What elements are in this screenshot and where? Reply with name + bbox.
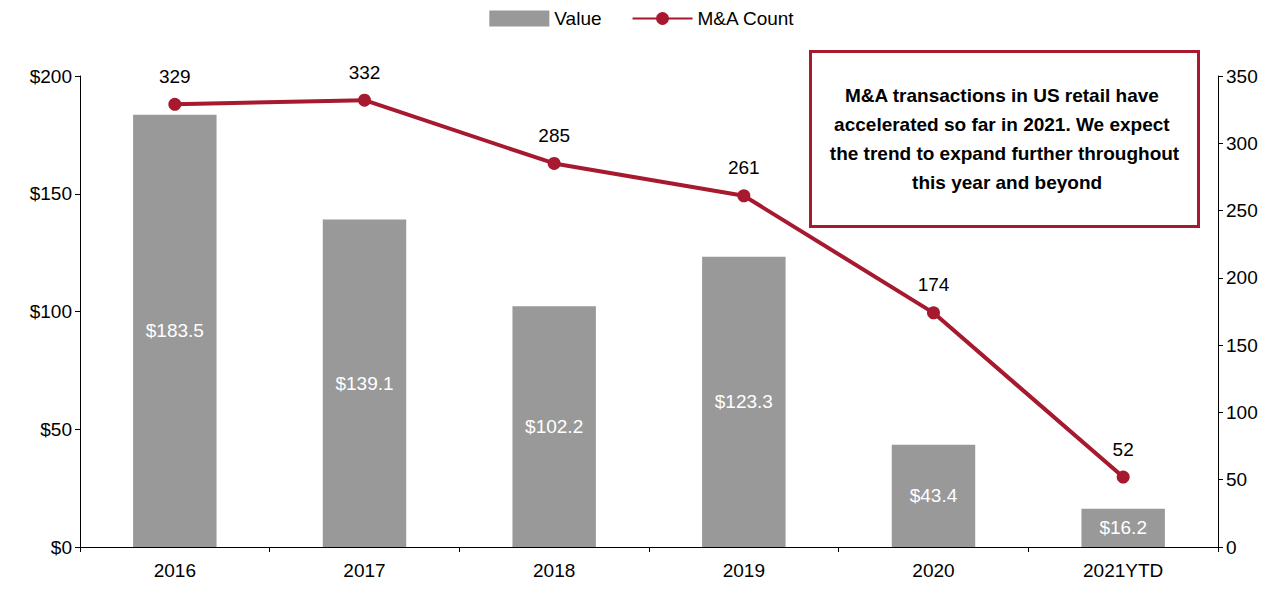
svg-text:50: 50	[1226, 469, 1247, 490]
svg-text:285: 285	[538, 125, 570, 146]
svg-text:300: 300	[1226, 133, 1258, 154]
svg-text:this year and beyond: this year and beyond	[907, 172, 1102, 193]
svg-text:100: 100	[1226, 402, 1258, 423]
svg-text:2019: 2019	[723, 560, 765, 581]
svg-text:2017: 2017	[343, 560, 385, 581]
svg-text:$139.1: $139.1	[335, 373, 393, 394]
svg-text:$200: $200	[30, 66, 72, 87]
svg-text:2021YTD: 2021YTD	[1083, 560, 1163, 581]
svg-text:M&A transactions in US retail: M&A transactions in US retail have	[845, 85, 1164, 106]
svg-text:2020: 2020	[912, 560, 954, 581]
svg-text:350: 350	[1226, 66, 1258, 87]
svg-text:M&A Count: M&A Count	[698, 8, 795, 29]
svg-text:200: 200	[1226, 267, 1258, 288]
svg-text:$102.2: $102.2	[525, 416, 583, 437]
svg-text:329: 329	[159, 66, 191, 87]
svg-text:the trend to expand further th: the trend to expand further throughout	[830, 143, 1180, 164]
svg-text:250: 250	[1226, 200, 1258, 221]
svg-text:accelerated so far in 2021. We: accelerated so far in 2021. We expect	[834, 114, 1175, 135]
svg-text:$16.2: $16.2	[1099, 517, 1147, 538]
svg-text:Value: Value	[554, 8, 601, 29]
svg-text:332: 332	[349, 62, 381, 83]
svg-text:0: 0	[1226, 537, 1237, 558]
svg-text:$43.4: $43.4	[910, 485, 958, 506]
svg-text:$100: $100	[30, 301, 72, 322]
svg-text:174: 174	[918, 274, 950, 295]
svg-text:2018: 2018	[533, 560, 575, 581]
svg-text:150: 150	[1226, 335, 1258, 356]
svg-text:261: 261	[728, 157, 760, 178]
svg-text:$123.3: $123.3	[715, 391, 773, 412]
svg-text:$183.5: $183.5	[146, 320, 204, 341]
svg-text:2016: 2016	[154, 560, 196, 581]
svg-text:52: 52	[1113, 439, 1134, 460]
svg-text:$50: $50	[40, 419, 72, 440]
svg-text:$0: $0	[51, 537, 72, 558]
svg-text:$150: $150	[30, 183, 72, 204]
